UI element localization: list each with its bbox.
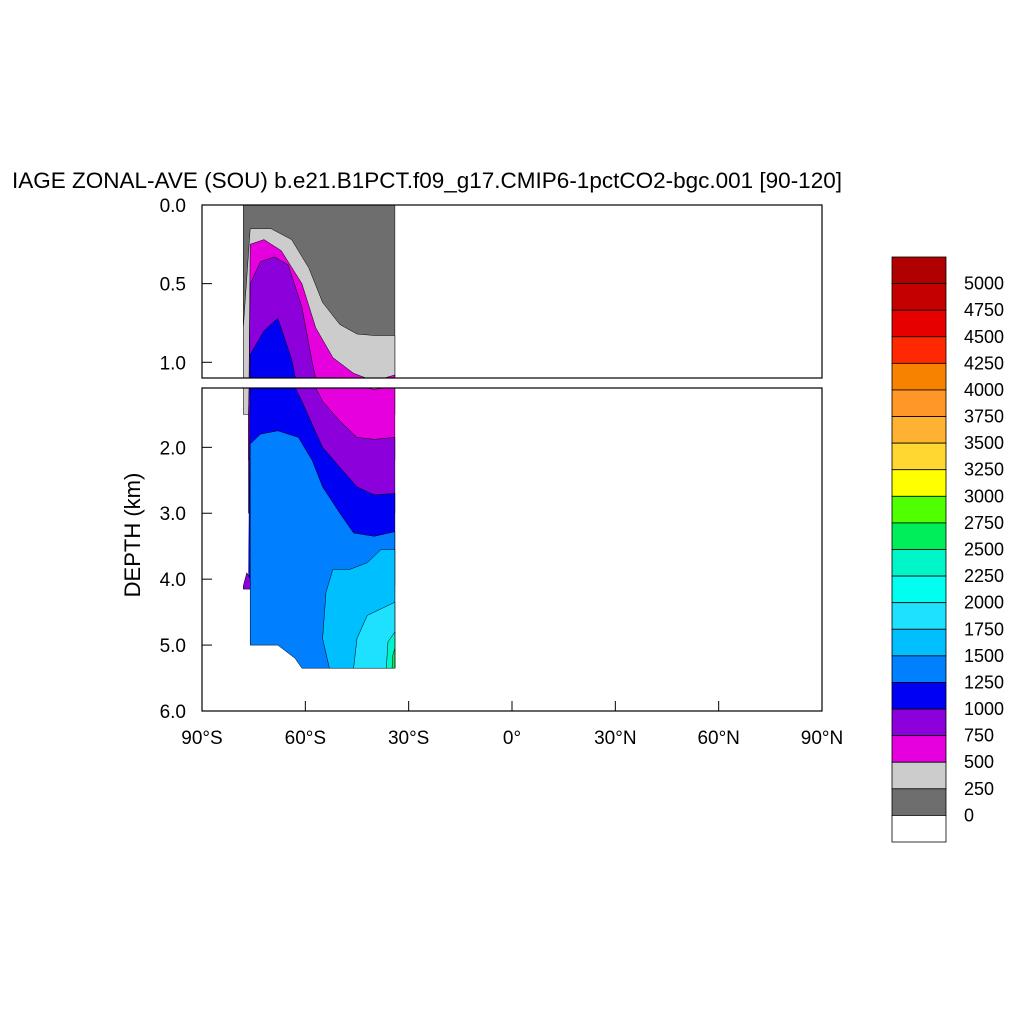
colorbar-label: 3000: [964, 486, 1004, 506]
colorbar-swatch: [891, 682, 947, 710]
y-tick-label: 2.0: [160, 438, 186, 459]
y-axis-label: DEPTH (km): [120, 473, 145, 598]
colorbar-swatch: [891, 655, 947, 683]
chart-title: IAGE ZONAL-AVE (SOU) b.e21.B1PCT.f09_g17…: [12, 168, 842, 193]
colorbar-swatch: [891, 442, 947, 471]
colorbar-swatch: [891, 815, 947, 843]
x-tick-label: 60°S: [285, 728, 326, 749]
contour-region-upper-1750-6: [323, 763, 395, 1024]
colorbar-label: 1250: [964, 673, 1004, 693]
axis-ticks: 90°S 60°S 30°S 0° 30°N 60°N 90°N 0.0 0.5 1.0 2.0 3.…: [160, 196, 844, 749]
colorbar-label: 1000: [964, 699, 1004, 719]
colorbar-swatch: [891, 389, 947, 417]
colorbar-swatch: [891, 336, 947, 364]
colorbar-swatch: [891, 256, 947, 284]
x-tick-label: 30°N: [594, 728, 636, 749]
colorbar-label: 4250: [964, 353, 1004, 373]
contour-region-upper-2500-9: [392, 999, 395, 1024]
colorbar-label: 0: [964, 805, 974, 825]
contour-region-upper-2000-7: [354, 889, 395, 1024]
contour-region-lower-1000-10: [243, 572, 251, 590]
y-tick-label: 5.0: [160, 636, 186, 657]
colorbar-label: 250: [964, 779, 994, 799]
colorbar-label: 1500: [964, 646, 1004, 666]
colorbar-label: 1750: [964, 619, 1004, 639]
colorbar-label: 3750: [964, 407, 1004, 427]
upper-panel-contours: [243, 205, 396, 1024]
colorbar-swatch: [891, 549, 947, 577]
colorbar-swatch: [891, 495, 947, 524]
contour-region-lower-2500-9: [391, 648, 396, 669]
colorbar-swatch: [891, 309, 947, 338]
colorbar-swatch: [891, 788, 947, 816]
colorbar-label: 4000: [964, 380, 1004, 400]
x-tick-label: 90°N: [801, 728, 843, 749]
colorbar-swatch: [891, 735, 947, 763]
colorbar-swatch: [891, 602, 947, 630]
colorbar-swatch: [891, 469, 947, 497]
colorbar-swatch: [891, 575, 947, 604]
x-tick-label: 0°: [503, 728, 521, 749]
colorbar-label: 4750: [964, 300, 1004, 320]
colorbar-swatch: [891, 522, 947, 550]
colorbar-label: 4500: [964, 327, 1004, 347]
colorbar-label: 5000: [964, 274, 1004, 294]
colorbar-label: 3500: [964, 433, 1004, 453]
colorbar-label: 2000: [964, 593, 1004, 613]
colorbar-label: 3250: [964, 460, 1004, 480]
x-tick-label: 60°N: [697, 728, 739, 749]
colorbar-swatch: [891, 362, 947, 391]
x-tick-label: 30°S: [388, 728, 429, 749]
y-tick-label: 4.0: [160, 570, 186, 591]
colorbar-swatch: [891, 283, 947, 311]
contour-region-upper-1250-4: [249, 317, 296, 378]
y-tick-label: 6.0: [160, 702, 186, 723]
colorbar-swatch: [891, 708, 947, 737]
y-tick-label: 0.0: [160, 196, 186, 217]
colorbar-swatch: [891, 761, 947, 790]
colorbar-label: 2750: [964, 513, 1004, 533]
colorbar-label: 2250: [964, 566, 1004, 586]
colorbar-label: 750: [964, 726, 994, 746]
lower-panel-contours: [243, 388, 396, 669]
colorbar-label: 500: [964, 752, 994, 772]
contour-region-upper-2250-8: [386, 960, 395, 1024]
colorbar: 0 250 500 750 1000 1250 1500 1750 2000 2250 2500 27…: [891, 256, 1004, 843]
contour-region-upper-1000-10: [243, 818, 250, 857]
colorbar-swatch: [891, 628, 947, 657]
y-tick-label: 3.0: [160, 504, 186, 525]
y-tick-label: 1.0: [160, 353, 186, 374]
x-tick-label: 90°S: [181, 728, 222, 749]
colorbar-label: 2500: [964, 540, 1004, 560]
y-tick-label: 0.5: [160, 275, 186, 296]
colorbar-swatch: [891, 416, 947, 444]
upper-panel-frame: [201, 204, 823, 379]
